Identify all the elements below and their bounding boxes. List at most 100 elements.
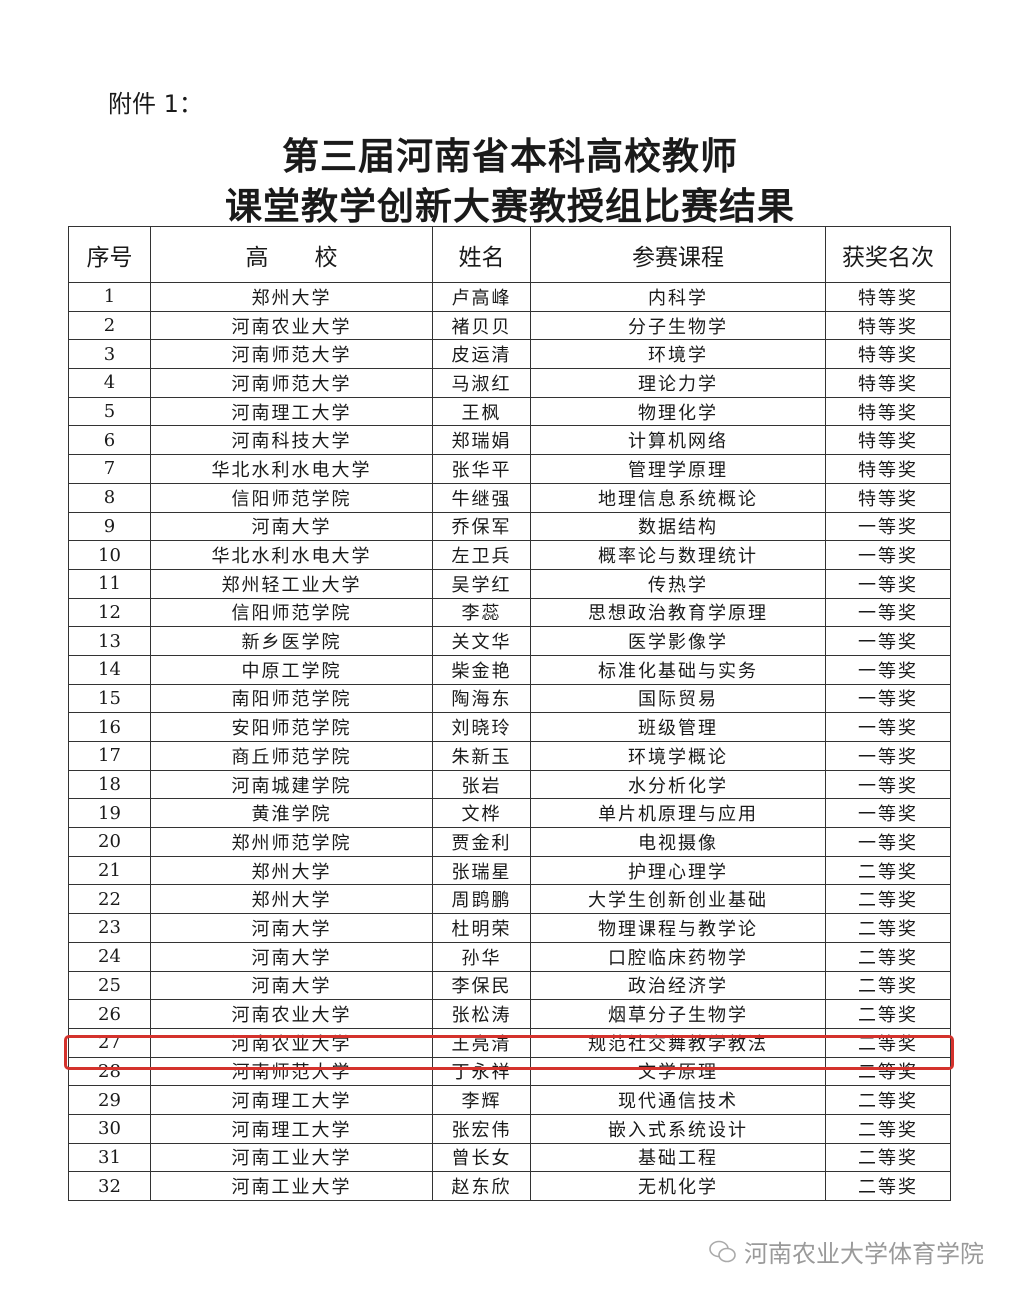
cell-name: 李辉 xyxy=(432,1085,531,1115)
cell-course: 无机化学 xyxy=(530,1171,826,1201)
cell-school: 南阳师范学院 xyxy=(150,683,433,714)
cell-award: 二等奖 xyxy=(825,1085,951,1115)
cell-school: 郑州轻工业大学 xyxy=(150,568,433,599)
cell-name: 文桦 xyxy=(432,798,531,829)
cell-name: 张华平 xyxy=(432,454,531,484)
cell-school: 安阳师范学院 xyxy=(150,712,433,742)
cell-school: 黄淮学院 xyxy=(150,798,433,829)
cell-award: 二等奖 xyxy=(825,1113,951,1144)
cell-course: 分子生物学 xyxy=(530,310,826,341)
cell-name: 马淑红 xyxy=(432,368,531,398)
cell-index: 10 xyxy=(68,540,151,570)
cell-award: 一等奖 xyxy=(825,769,951,800)
cell-school: 河南大学 xyxy=(150,970,433,1001)
cell-name: 卢高峰 xyxy=(432,282,531,312)
cell-award: 一等奖 xyxy=(825,712,951,742)
cell-award: 二等奖 xyxy=(825,941,951,972)
cell-school: 中原工学院 xyxy=(150,654,433,685)
table-row: 29 河南理工大学 李辉 现代通信技术 二等奖 xyxy=(68,1085,951,1115)
cell-index: 25 xyxy=(68,970,151,1001)
cell-award: 特等奖 xyxy=(825,339,951,370)
table-row: 23 河南大学 杜明荣 物理课程与教学论 二等奖 xyxy=(68,913,951,943)
cell-course: 护理心理学 xyxy=(530,855,826,886)
cell-course: 标准化基础与实务 xyxy=(530,654,826,685)
cell-school: 河南工业大学 xyxy=(150,1171,433,1201)
table-row: 7 华北水利水电大学 张华平 管理学原理 特等奖 xyxy=(68,454,951,484)
cell-name: 贾金利 xyxy=(432,827,531,857)
cell-index: 12 xyxy=(68,597,151,628)
cell-award: 一等奖 xyxy=(825,568,951,599)
cell-course: 大学生创新创业基础 xyxy=(530,884,826,915)
cell-school: 信阳师范学院 xyxy=(150,482,433,513)
cell-name: 曾长女 xyxy=(432,1142,531,1173)
cell-school: 郑州大学 xyxy=(150,282,433,312)
cell-course: 单片机原理与应用 xyxy=(530,798,826,829)
cell-course: 概率论与数理统计 xyxy=(530,540,826,570)
cell-school: 河南理工大学 xyxy=(150,1113,433,1144)
table-row: 5 河南理工大学 王枫 物理化学 特等奖 xyxy=(68,396,951,427)
cell-course: 现代通信技术 xyxy=(530,1085,826,1115)
table-row: 30 河南理工大学 张宏伟 嵌入式系统设计 二等奖 xyxy=(68,1113,951,1144)
cell-index: 2 xyxy=(68,310,151,341)
header-course: 参赛课程 xyxy=(530,226,826,283)
attachment-label: 附件 1： xyxy=(108,90,203,118)
cell-index: 31 xyxy=(68,1142,151,1173)
cell-school: 河南大学 xyxy=(150,913,433,943)
header-index: 序号 xyxy=(68,226,151,283)
cell-index: 3 xyxy=(68,339,151,370)
cell-name: 王枫 xyxy=(432,396,531,427)
table-row: 21 郑州大学 张瑞星 护理心理学 二等奖 xyxy=(68,855,951,886)
cell-course: 国际贸易 xyxy=(530,683,826,714)
cell-name: 朱新玉 xyxy=(432,741,531,771)
cell-school: 河南理工大学 xyxy=(150,1085,433,1115)
cell-course: 水分析化学 xyxy=(530,769,826,800)
cell-name: 周鹍鹏 xyxy=(432,884,531,915)
cell-name: 牛继强 xyxy=(432,482,531,513)
header-award: 获奖名次 xyxy=(825,226,951,283)
watermark-text: 河南农业大学体育学院 xyxy=(744,1240,984,1268)
cell-school: 河南师范大学 xyxy=(150,339,433,370)
table-row: 13 新乡医学院 关文华 医学影像学 一等奖 xyxy=(68,626,951,656)
cell-course: 地理信息系统概论 xyxy=(530,482,826,513)
cell-course: 环境学 xyxy=(530,339,826,370)
table-row: 15 南阳师范学院 陶海东 国际贸易 一等奖 xyxy=(68,683,951,714)
cell-award: 二等奖 xyxy=(825,884,951,915)
cell-award: 一等奖 xyxy=(825,511,951,542)
cell-name: 皮运清 xyxy=(432,339,531,370)
cell-index: 7 xyxy=(68,454,151,484)
cell-name: 张宏伟 xyxy=(432,1113,531,1144)
cell-name: 郑瑞娟 xyxy=(432,425,531,456)
table-row: 2 河南农业大学 褚贝贝 分子生物学 特等奖 xyxy=(68,310,951,341)
cell-school: 河南农业大学 xyxy=(150,999,433,1029)
cell-school: 河南农业大学 xyxy=(150,310,433,341)
cell-index: 15 xyxy=(68,683,151,714)
cell-school: 河南师范大学 xyxy=(150,368,433,398)
cell-course: 计算机网络 xyxy=(530,425,826,456)
cell-index: 4 xyxy=(68,368,151,398)
cell-index: 16 xyxy=(68,712,151,742)
cell-school: 河南城建学院 xyxy=(150,769,433,800)
cell-name: 李保民 xyxy=(432,970,531,1001)
cell-course: 物理课程与教学论 xyxy=(530,913,826,943)
cell-course: 烟草分子生物学 xyxy=(530,999,826,1029)
cell-award: 特等奖 xyxy=(825,425,951,456)
cell-school: 信阳师范学院 xyxy=(150,597,433,628)
cell-award: 二等奖 xyxy=(825,1142,951,1173)
table-row: 10 华北水利水电大学 左卫兵 概率论与数理统计 一等奖 xyxy=(68,540,951,570)
cell-award: 特等奖 xyxy=(825,368,951,398)
cell-award: 一等奖 xyxy=(825,626,951,656)
cell-index: 11 xyxy=(68,568,151,599)
cell-name: 孙华 xyxy=(432,941,531,972)
cell-award: 二等奖 xyxy=(825,1171,951,1201)
cell-name: 左卫兵 xyxy=(432,540,531,570)
cell-course: 医学影像学 xyxy=(530,626,826,656)
cell-name: 柴金艳 xyxy=(432,654,531,685)
cell-index: 32 xyxy=(68,1171,151,1201)
table-row: 25 河南大学 李保民 政治经济学 二等奖 xyxy=(68,970,951,1001)
cell-award: 一等奖 xyxy=(825,683,951,714)
cell-school: 郑州师范学院 xyxy=(150,827,433,857)
cell-award: 一等奖 xyxy=(825,798,951,829)
cell-award: 特等奖 xyxy=(825,282,951,312)
table-row: 27 河南农业大学 王亮清 规范社交舞教学教法 二等奖 xyxy=(68,1027,951,1058)
table-row: 6 河南科技大学 郑瑞娟 计算机网络 特等奖 xyxy=(68,425,951,456)
